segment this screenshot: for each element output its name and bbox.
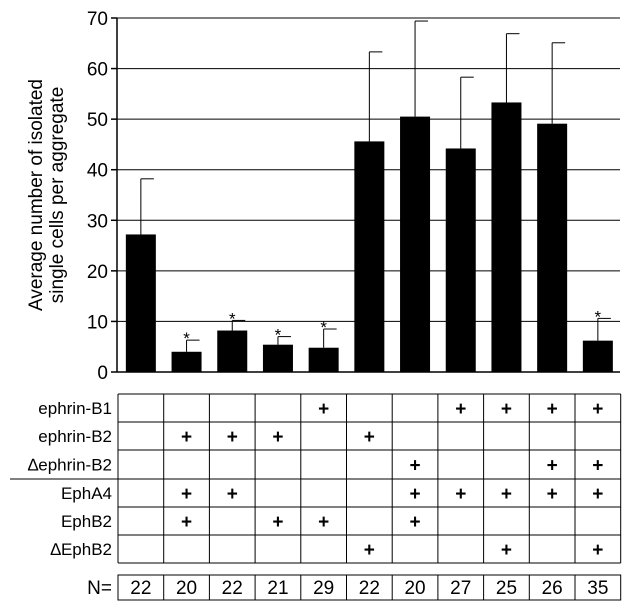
condition-plus-mark: + [547,456,558,477]
condition-row-label: EphB2 [61,512,112,531]
n-value: 20 [176,578,197,599]
y-tick-label: 50 [87,110,108,131]
y-tick-label: 0 [97,363,108,384]
bar [491,102,522,372]
bars [125,102,613,373]
n-value: 22 [130,578,151,599]
condition-plus-mark: + [455,484,466,505]
n-row-border [117,574,622,601]
bar [171,351,202,372]
n-value: 27 [450,578,471,599]
condition-row-label: ephrin-B2 [38,427,112,446]
significance-star: * [275,326,282,345]
y-tick-label: 70 [87,9,108,30]
condition-plus-mark: + [501,484,512,505]
significance-star: * [229,309,236,328]
n-value: 22 [359,578,380,599]
condition-plus-mark: + [592,399,603,420]
y-axis-label-line: single cells per aggregate [47,87,68,304]
condition-plus-mark: + [364,540,375,561]
y-tick-label: 20 [87,262,108,283]
condition-plus-mark: + [592,540,603,561]
bar [217,330,248,372]
n-value: 26 [542,578,563,599]
bar [354,141,385,372]
condition-row-label: ∆ephrin-B2 [28,456,112,475]
bar [308,347,339,372]
y-axis-label-line: Average number of isolated [26,79,47,311]
condition-plus-mark: + [181,512,192,533]
n-value: 21 [267,578,288,599]
condition-plus-mark: + [501,399,512,420]
bar [582,340,613,372]
significance-star: * [320,318,327,337]
n-count-row: N= 22 20 22 21 29 22 20 27 25 26 35 [87,574,622,601]
y-tick-label: 60 [87,60,108,81]
condition-plus-mark: + [181,484,192,505]
n-value: 20 [404,578,425,599]
y-tick-label: 40 [87,161,108,182]
n-value: 25 [496,578,517,599]
n-value: 22 [222,578,243,599]
n-value: 35 [587,578,608,599]
error-bars [140,20,611,352]
condition-plus-mark: + [364,427,375,448]
condition-row-label: ephrin-B1 [38,399,112,418]
bar [262,344,293,372]
condition-plus-mark: + [547,399,558,420]
condition-plus-mark: + [227,484,238,505]
bar [537,123,568,373]
condition-plus-mark: + [455,399,466,420]
condition-plus-mark: + [227,427,238,448]
condition-plus-mark: + [547,484,558,505]
bar [445,148,476,372]
significance-markers: * * * * * [183,307,601,348]
bar [400,116,431,372]
condition-plus-mark: + [272,512,283,533]
n-row-label: N= [87,578,112,599]
condition-plus-mark: + [181,427,192,448]
condition-plus-mark: + [272,427,283,448]
significance-star: * [183,329,190,348]
y-tick-label: 10 [87,312,108,333]
condition-plus-mark: + [409,456,420,477]
condition-plus-mark: + [409,484,420,505]
bar [125,234,156,372]
condition-plus-mark: + [318,512,329,533]
significance-star: * [595,307,602,326]
condition-plus-mark: + [592,456,603,477]
condition-plus-mark: + [592,484,603,505]
condition-plus-mark: + [409,512,420,533]
y-axis-label: Average number of isolated single cells p… [26,79,68,311]
y-axis-ticks: 0 10 20 30 40 50 60 70 [87,9,117,384]
condition-row-label: EphA4 [61,484,112,503]
condition-plus-mark: + [501,540,512,561]
condition-table: ephrin-B1 + + + + + ephrin-B2 + + + + ∆ephrin-B2 + + +… [10,393,622,564]
condition-plus-mark: + [318,399,329,420]
y-tick-label: 30 [87,211,108,232]
condition-row-label: ∆EphB2 [51,540,112,559]
n-value: 29 [313,578,334,599]
